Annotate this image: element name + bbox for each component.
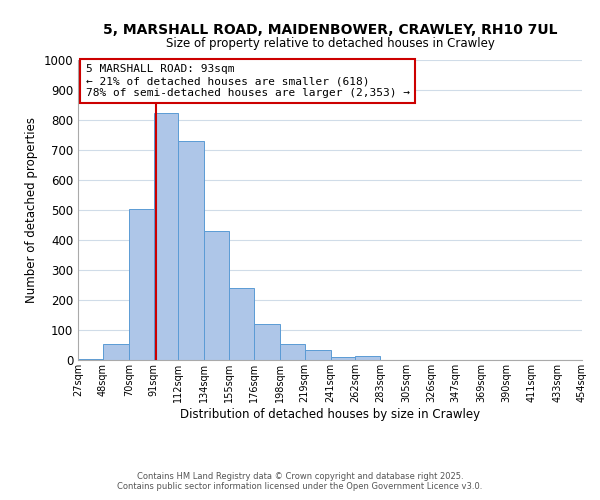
Text: 5, MARSHALL ROAD, MAIDENBOWER, CRAWLEY, RH10 7UL: 5, MARSHALL ROAD, MAIDENBOWER, CRAWLEY, … xyxy=(103,22,557,36)
Y-axis label: Number of detached properties: Number of detached properties xyxy=(25,117,38,303)
Bar xyxy=(331,357,355,360)
Bar xyxy=(78,358,103,360)
Bar xyxy=(355,356,380,360)
Bar xyxy=(229,288,254,360)
Bar xyxy=(204,231,229,360)
Bar xyxy=(154,112,178,360)
Text: 5 MARSHALL ROAD: 93sqm
← 21% of detached houses are smaller (618)
78% of semi-de: 5 MARSHALL ROAD: 93sqm ← 21% of detached… xyxy=(86,64,410,98)
X-axis label: Distribution of detached houses by size in Crawley: Distribution of detached houses by size … xyxy=(180,408,480,420)
Bar xyxy=(103,344,129,360)
Text: Contains HM Land Registry data © Crown copyright and database right 2025.: Contains HM Land Registry data © Crown c… xyxy=(137,472,463,481)
Bar xyxy=(254,324,280,360)
Bar xyxy=(129,208,154,360)
Text: Size of property relative to detached houses in Crawley: Size of property relative to detached ho… xyxy=(166,36,494,50)
Bar xyxy=(178,141,204,360)
Bar xyxy=(280,344,305,360)
Text: Contains public sector information licensed under the Open Government Licence v3: Contains public sector information licen… xyxy=(118,482,482,491)
Bar xyxy=(305,350,331,360)
